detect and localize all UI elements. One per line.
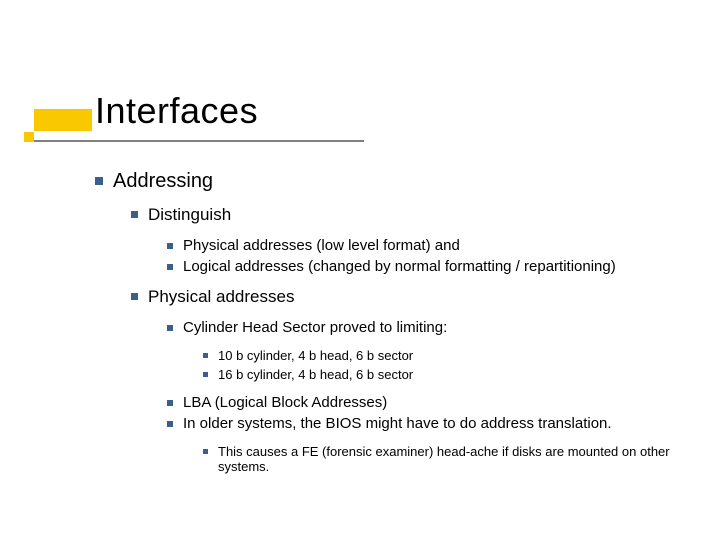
bullet-icon bbox=[167, 421, 173, 427]
list-item: Physical addresses bbox=[131, 287, 695, 307]
item-text: This causes a FE (forensic examiner) hea… bbox=[218, 444, 695, 474]
list-item: Distinguish bbox=[131, 205, 695, 225]
list-item: 16 b cylinder, 4 b head, 6 b sector bbox=[203, 367, 695, 382]
slide-body: Addressing Distinguish Physical addresse… bbox=[95, 170, 695, 478]
bullet-icon bbox=[203, 353, 208, 358]
bullet-icon bbox=[203, 449, 208, 454]
slide-title: Interfaces bbox=[95, 90, 258, 132]
bullet-icon bbox=[167, 325, 173, 331]
item-text: Addressing bbox=[113, 170, 213, 193]
bullet-icon bbox=[131, 211, 138, 218]
list-item: LBA (Logical Block Addresses) bbox=[167, 394, 695, 411]
item-text: 10 b cylinder, 4 b head, 6 b sector bbox=[218, 348, 413, 363]
item-text: 16 b cylinder, 4 b head, 6 b sector bbox=[218, 367, 413, 382]
bullet-icon bbox=[167, 264, 173, 270]
item-text: Cylinder Head Sector proved to limiting: bbox=[183, 319, 447, 336]
item-text: Physical addresses (low level format) an… bbox=[183, 237, 460, 254]
list-item: This causes a FE (forensic examiner) hea… bbox=[203, 444, 695, 474]
item-text: Logical addresses (changed by normal for… bbox=[183, 258, 616, 275]
bullet-icon bbox=[167, 400, 173, 406]
list-item: In older systems, the BIOS might have to… bbox=[167, 415, 695, 432]
bullet-icon bbox=[95, 177, 103, 185]
bullet-icon bbox=[131, 293, 138, 300]
item-text: LBA (Logical Block Addresses) bbox=[183, 394, 387, 411]
accent-bar-2 bbox=[24, 132, 34, 142]
list-item: 10 b cylinder, 4 b head, 6 b sector bbox=[203, 348, 695, 363]
list-item: Physical addresses (low level format) an… bbox=[167, 237, 695, 254]
list-item: Addressing bbox=[95, 170, 695, 193]
title-underline bbox=[34, 140, 364, 142]
item-text: In older systems, the BIOS might have to… bbox=[183, 415, 612, 432]
bullet-icon bbox=[167, 243, 173, 249]
list-item: Cylinder Head Sector proved to limiting: bbox=[167, 319, 695, 336]
list-item: Logical addresses (changed by normal for… bbox=[167, 258, 695, 275]
item-text: Physical addresses bbox=[148, 287, 294, 307]
bullet-icon bbox=[203, 372, 208, 377]
accent-bar-1 bbox=[34, 109, 92, 131]
item-text: Distinguish bbox=[148, 205, 231, 225]
